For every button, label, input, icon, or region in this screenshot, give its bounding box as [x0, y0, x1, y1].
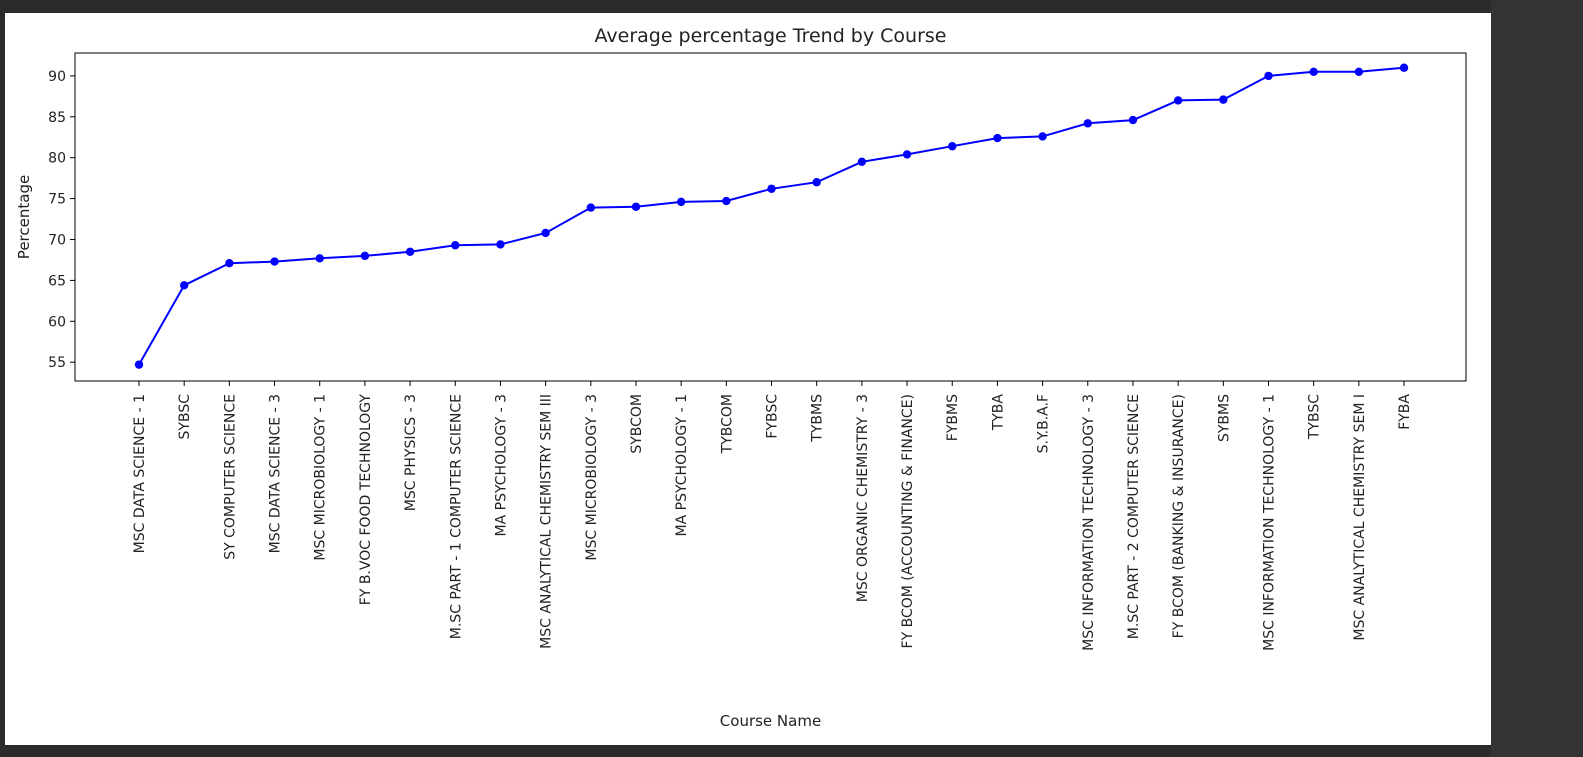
chart-figure: 55 60 65 70 75 80 85 90 MSC DATA SCIENCE - 1 SYB… [5, 13, 1491, 745]
data-point [315, 254, 324, 263]
x-tick-label: MA PSYCHOLOGY - 1 [674, 394, 690, 536]
data-point [541, 228, 550, 238]
x-tick-label: TYBMS [810, 394, 826, 443]
data-point [1399, 63, 1409, 72]
y-tick-label: 90 [48, 69, 66, 85]
x-tick-label: MSC DATA SCIENCE - 1 [132, 394, 148, 553]
data-point [1173, 96, 1183, 105]
series-layer [134, 63, 1409, 369]
x-tick-label: TYBSC [1307, 394, 1323, 440]
x-tick-label: TYBCOM [719, 394, 735, 454]
data-point [1264, 71, 1273, 81]
data-point [631, 202, 641, 211]
data-point [134, 360, 144, 369]
x-tick-label: FYBA [1397, 394, 1413, 430]
x-axis-title: Course Name [720, 712, 821, 730]
x-tick-label: M.SC PART - 2 COMPUTER SCIENCE [1126, 394, 1142, 639]
data-point [1219, 95, 1228, 104]
x-tick-label: MSC MICROBIOLOGY - 3 [584, 394, 600, 561]
y-tick-label: 60 [48, 314, 66, 330]
axes-frame [74, 52, 1467, 382]
x-tick-label: MSC ANALYTICAL CHEMISTRY SEM I [1352, 394, 1368, 641]
y-tick-label: 80 [48, 151, 66, 167]
data-point [857, 157, 867, 166]
series-line [138, 66, 1405, 366]
x-tick-label: MA PSYCHOLOGY - 3 [493, 394, 509, 536]
x-tick-label: MSC MICROBIOLOGY - 1 [313, 394, 329, 561]
x-tick-label: MSC ORGANIC CHEMISTRY - 3 [855, 394, 871, 602]
x-tick-label: MSC INFORMATION TECHNOLOGY - 3 [1081, 394, 1097, 651]
data-point [1128, 115, 1138, 125]
data-point [767, 184, 776, 193]
x-tick-label: FY BCOM (BANKING & INSURANCE) [1171, 394, 1187, 638]
x-tick-label: FYBSC [765, 394, 781, 439]
side-panel [1491, 0, 1583, 757]
data-point [179, 281, 189, 290]
x-tick-label: M.SC PART - 1 COMPUTER SCIENCE [448, 394, 464, 639]
window-top-strip [0, 0, 1583, 13]
y-axis: 55 60 65 70 75 80 85 90 [48, 69, 75, 371]
x-tick-label: SYBCOM [629, 394, 645, 454]
data-point [405, 247, 415, 256]
data-point [812, 178, 821, 187]
data-point [1309, 67, 1318, 77]
data-point [225, 259, 234, 268]
data-point [270, 257, 279, 266]
data-point [1038, 132, 1047, 141]
x-tick-label: TYBA [990, 394, 1006, 432]
y-axis-title: Percentage [15, 175, 33, 259]
data-point [1083, 119, 1092, 128]
data-point [451, 241, 460, 250]
y-tick-label: 65 [48, 273, 66, 289]
data-point [948, 142, 957, 151]
data-point [496, 240, 505, 249]
x-tick-label: SYBMS [1216, 394, 1232, 442]
data-point [676, 197, 686, 207]
x-tick-label: FYBMS [945, 394, 961, 441]
data-point [722, 196, 731, 206]
y-tick-label: 75 [48, 192, 66, 208]
y-tick-label: 85 [48, 110, 66, 126]
data-point [1354, 67, 1364, 77]
x-axis: MSC DATA SCIENCE - 1 SYBSC SY COMPUTER SCI… [132, 381, 1413, 651]
x-tick-label: SY COMPUTER SCIENCE [222, 394, 238, 560]
chart-title: Average percentage Trend by Course [595, 25, 947, 47]
data-point [993, 133, 1002, 143]
x-tick-label: MSC ANALYTICAL CHEMISTRY SEM III [539, 394, 555, 649]
x-tick-label: MSC DATA SCIENCE - 3 [268, 394, 284, 553]
x-tick-label: FY B.VOC FOOD TECHNOLOGY [358, 394, 374, 606]
x-tick-label: MSC INFORMATION TECHNOLOGY - 1 [1262, 394, 1278, 651]
y-tick-label: 55 [48, 355, 66, 371]
x-tick-label: SYBSC [177, 394, 193, 440]
y-tick-label: 70 [48, 232, 66, 248]
data-point [586, 203, 595, 212]
data-point [360, 251, 370, 261]
data-point [902, 150, 912, 159]
x-tick-label: FY BCOM (ACCOUNTING & FINANCE) [900, 394, 916, 648]
x-tick-label: MSC PHYSICS - 3 [403, 394, 419, 511]
x-tick-label: S.Y.B.A.F [1036, 394, 1052, 453]
line-chart: 55 60 65 70 75 80 85 90 MSC DATA SCIENCE - 1 SYB… [15, 25, 1467, 730]
